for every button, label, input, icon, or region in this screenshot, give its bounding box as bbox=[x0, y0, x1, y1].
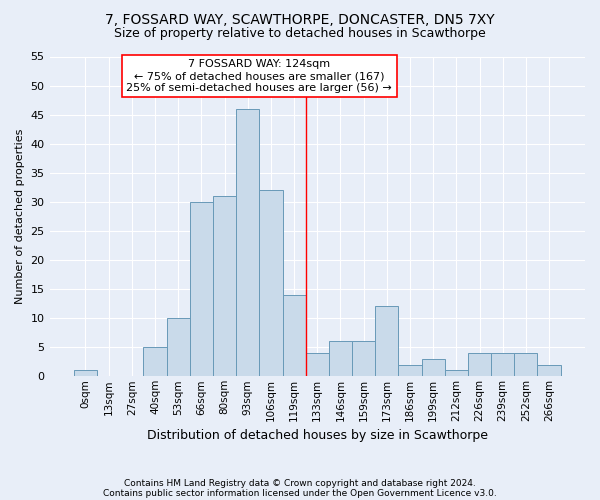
Bar bbox=[352, 342, 375, 376]
Text: Size of property relative to detached houses in Scawthorpe: Size of property relative to detached ho… bbox=[114, 28, 486, 40]
Y-axis label: Number of detached properties: Number of detached properties bbox=[15, 128, 25, 304]
Bar bbox=[468, 353, 491, 376]
Bar bbox=[514, 353, 538, 376]
Bar bbox=[329, 342, 352, 376]
Text: Contains public sector information licensed under the Open Government Licence v3: Contains public sector information licen… bbox=[103, 488, 497, 498]
Bar bbox=[422, 359, 445, 376]
Bar bbox=[236, 109, 259, 376]
Bar bbox=[538, 364, 560, 376]
Bar bbox=[167, 318, 190, 376]
Text: Contains HM Land Registry data © Crown copyright and database right 2024.: Contains HM Land Registry data © Crown c… bbox=[124, 478, 476, 488]
Bar bbox=[491, 353, 514, 376]
Bar bbox=[283, 295, 305, 376]
Bar bbox=[259, 190, 283, 376]
Bar bbox=[143, 347, 167, 376]
Bar bbox=[398, 364, 422, 376]
Bar bbox=[213, 196, 236, 376]
X-axis label: Distribution of detached houses by size in Scawthorpe: Distribution of detached houses by size … bbox=[147, 430, 488, 442]
Text: 7, FOSSARD WAY, SCAWTHORPE, DONCASTER, DN5 7XY: 7, FOSSARD WAY, SCAWTHORPE, DONCASTER, D… bbox=[105, 12, 495, 26]
Bar bbox=[445, 370, 468, 376]
Bar bbox=[375, 306, 398, 376]
Bar bbox=[74, 370, 97, 376]
Text: 7 FOSSARD WAY: 124sqm
← 75% of detached houses are smaller (167)
25% of semi-det: 7 FOSSARD WAY: 124sqm ← 75% of detached … bbox=[127, 60, 392, 92]
Bar bbox=[190, 202, 213, 376]
Bar bbox=[305, 353, 329, 376]
